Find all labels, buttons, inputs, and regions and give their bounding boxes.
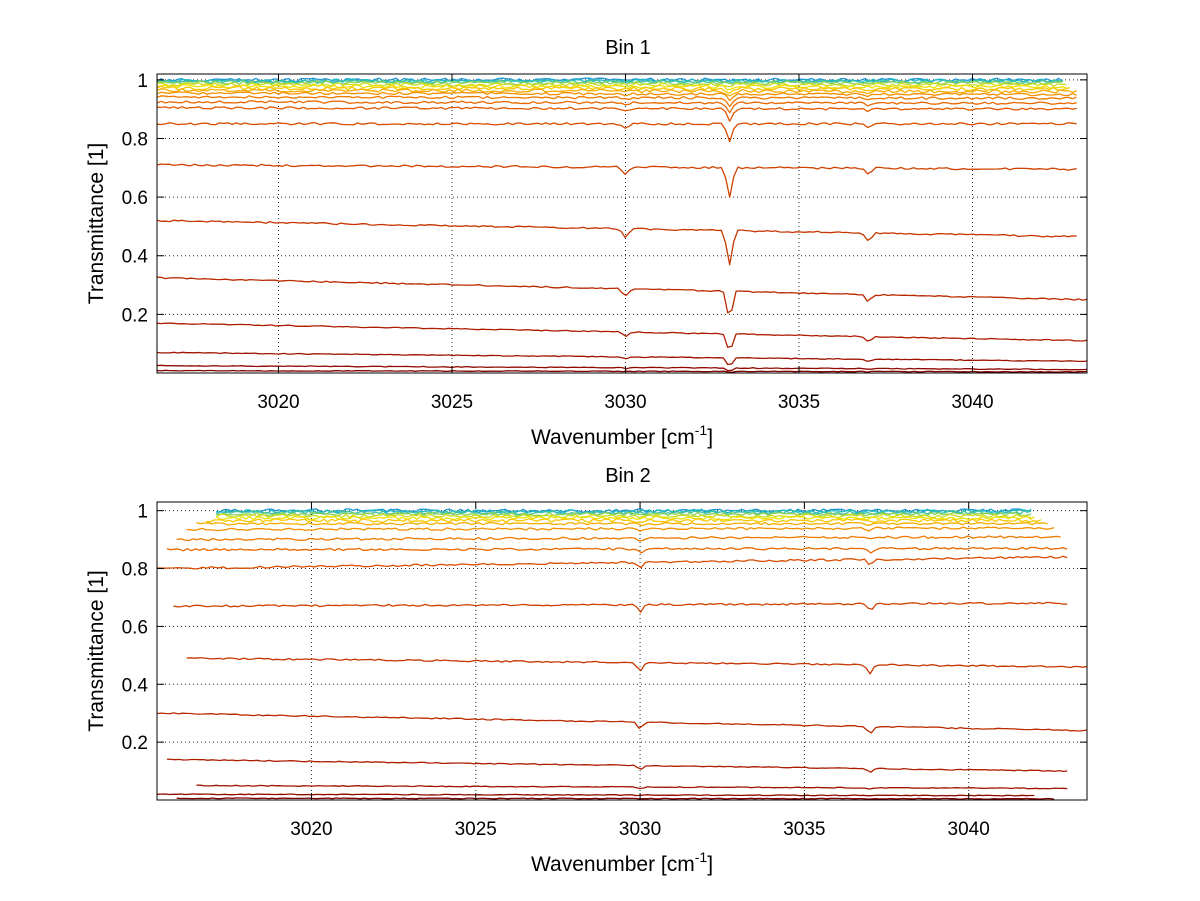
y-tick-label: 0.2 — [122, 733, 148, 754]
x-tick-label: 3020 — [290, 819, 332, 840]
y-tick-label: 1 — [137, 502, 148, 523]
series-line — [215, 515, 1035, 521]
series-line — [156, 369, 1088, 373]
x-tick-label: 3030 — [619, 819, 661, 840]
y-tick-label: 0.6 — [122, 617, 148, 638]
y-axis-ticks: 0.2 0.4 0.6 0.8 1 — [122, 502, 1087, 754]
x-axis-label: Wavenumber [cm-1] — [531, 849, 713, 876]
axes-frame — [156, 501, 1088, 801]
series-line — [166, 546, 1068, 554]
x-tick-label: 3030 — [604, 392, 646, 413]
series-line — [156, 322, 1088, 348]
series-line — [156, 84, 1067, 91]
x-axis-ticks: 3020 3025 3030 3035 3040 — [257, 74, 994, 413]
series-line — [156, 793, 1035, 797]
series-line — [156, 351, 1088, 366]
y-axis-label: Transmittance [1] — [85, 570, 108, 731]
series-group — [156, 508, 1088, 800]
series-line — [176, 535, 1061, 542]
grid — [157, 502, 1087, 800]
x-axis-label: Wavenumber [cm-1] — [531, 422, 713, 449]
y-tick-label: 0.4 — [122, 247, 149, 268]
axes-frame — [156, 73, 1088, 374]
series-line — [196, 521, 1048, 527]
x-axis-label-tail: ] — [707, 426, 713, 449]
x-axis-label-text: Wavenumber [cm — [531, 853, 695, 876]
series-line — [173, 601, 1068, 613]
series-line — [156, 91, 1077, 102]
x-tick-label: 3025 — [455, 819, 497, 840]
series-line — [206, 518, 1042, 524]
y-tick-label: 1 — [137, 71, 148, 92]
series-line — [156, 276, 1088, 314]
x-axis-label-sup: -1 — [695, 422, 708, 438]
series-line — [156, 555, 1068, 570]
series-line — [186, 526, 1055, 532]
x-axis-label-text: Wavenumber [cm — [531, 426, 695, 449]
y-tick-label: 0.2 — [122, 305, 148, 326]
series-line — [176, 797, 1055, 800]
series-line — [156, 219, 1077, 266]
series-line — [156, 106, 1077, 122]
series-line — [156, 95, 1077, 108]
chart-title: Bin 1 — [605, 37, 651, 59]
y-axis-label: Transmittance [1] — [85, 143, 108, 304]
x-tick-label: 3035 — [783, 819, 825, 840]
x-tick-label: 3040 — [951, 392, 993, 413]
series-line — [156, 163, 1077, 198]
subplot-bin-1: 3020 3025 3030 3035 3040 0.2 0.4 0.6 0.8 1 Bin 1 Wa… — [85, 37, 1088, 449]
series-line — [166, 758, 1068, 773]
series-line — [156, 87, 1077, 97]
series-line — [156, 85, 1070, 94]
x-axis-ticks: 3020 3025 3030 3035 3040 — [290, 502, 990, 840]
y-tick-label: 0.4 — [122, 675, 149, 696]
series-line — [215, 513, 1032, 519]
series-line — [156, 364, 1088, 372]
x-tick-label: 3040 — [948, 819, 990, 840]
series-line — [186, 657, 1088, 675]
grid — [157, 74, 1087, 373]
y-tick-label: 0.6 — [122, 188, 148, 209]
x-tick-label: 3025 — [431, 392, 473, 413]
chart-title: Bin 2 — [605, 465, 651, 487]
series-line — [216, 508, 1032, 514]
y-tick-label: 0.8 — [122, 560, 148, 581]
x-tick-label: 3020 — [257, 392, 299, 413]
x-tick-label: 3035 — [778, 392, 820, 413]
x-axis-label-tail: ] — [707, 853, 713, 876]
subplot-bin-2: 3020 3025 3030 3035 3040 0.2 0.4 0.6 0.8 1 Bin 2 Wa… — [85, 465, 1088, 876]
series-group — [156, 77, 1088, 373]
y-tick-label: 0.8 — [122, 129, 148, 150]
x-axis-label-sup: -1 — [695, 849, 708, 865]
series-line — [156, 122, 1077, 143]
series-line — [156, 100, 1077, 114]
series-line — [216, 511, 1032, 517]
y-axis-ticks: 0.2 0.4 0.6 0.8 1 — [122, 71, 1087, 326]
series-line — [156, 712, 1088, 734]
series-line — [196, 784, 1068, 790]
series-line — [156, 80, 1063, 86]
